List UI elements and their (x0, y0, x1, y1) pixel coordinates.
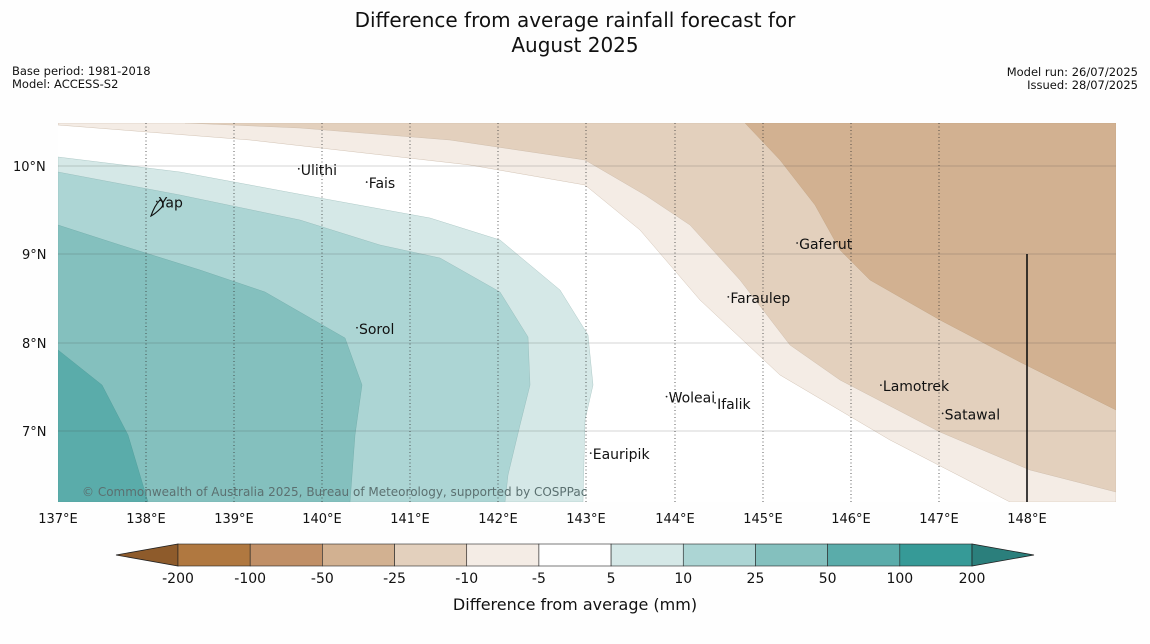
place-marker-ifalik (714, 401, 716, 404)
place-label-eauripik: Eauripik (593, 447, 651, 463)
colorbar-tick-label: 10 (674, 571, 692, 587)
x-tick-141e: 141°E (390, 512, 430, 527)
base-period-text: Base period: 1981-2018 (12, 64, 151, 78)
model-text: Model: ACCESS-S2 (12, 77, 119, 91)
place-label-ulithi: Ulithi (301, 163, 337, 179)
colorbar-tick-label: -5 (532, 571, 546, 587)
x-tick-143e: 143°E (566, 512, 606, 527)
yap-island-outline (149, 199, 164, 218)
place-marker-sorol (356, 326, 358, 329)
place-labels: Ulithi Fais Yap Gaferut Faraulep Sorol Lamotre… (155, 163, 1000, 463)
x-tick-148e: 148°E (1007, 512, 1047, 527)
place-label-sorol: Sorol (359, 322, 394, 338)
place-marker-fais (365, 181, 368, 183)
colorbar-box-4 (466, 543, 540, 567)
meta-right: Model run: 26/07/2025 Issued: 28/07/2025 (1007, 66, 1138, 92)
y-tick-8n: 8°N (22, 337, 47, 352)
colorbar-tick-label: 200 (959, 571, 986, 587)
place-marker-yap (155, 200, 158, 203)
colorbar-box-10 (899, 543, 973, 567)
colorbar-box-3 (394, 543, 468, 567)
colorbar-extend-low (115, 543, 179, 567)
colorbar-extend-high (971, 543, 1035, 567)
colorbar-box-0 (177, 543, 251, 567)
colorbar-tick-label: -25 (383, 571, 406, 587)
place-marker-gaferut (796, 242, 799, 244)
chart-title: Difference from average rainfall forecas… (0, 8, 1150, 58)
place-marker-eauripik (589, 452, 592, 455)
copyright-text: © Commonwealth of Australia 2025, Bureau… (82, 485, 587, 499)
place-marker-woleai (665, 395, 668, 398)
x-tick-144e: 144°E (655, 512, 695, 527)
colorbar-tick-label: -50 (311, 571, 334, 587)
colorbar-box-6 (610, 543, 684, 567)
colorbar-label: Difference from average (mm) (453, 595, 697, 614)
x-tick-142e: 142°E (478, 512, 518, 527)
colorbar-box-8 (755, 543, 828, 567)
place-label-woleai: Woleai (669, 391, 716, 407)
colorbar-tick-label: 50 (819, 571, 837, 587)
y-tick-labels: 10°N 9°N 8°N 7°N (13, 160, 47, 440)
place-label-gaferut: Gaferut (799, 237, 853, 253)
band-minus-25 (744, 123, 1116, 411)
meridians (145, 123, 940, 502)
colorbar-tick-label: 100 (886, 571, 913, 587)
place-label-yap: Yap (158, 196, 183, 212)
title-line-2: August 2025 (511, 33, 639, 57)
title-line-1: Difference from average rainfall forecas… (354, 8, 796, 32)
x-tick-145e: 145°E (743, 512, 783, 527)
place-marker-lamotrek (880, 384, 882, 387)
y-tick-7n: 7°N (22, 425, 47, 440)
y-tick-9n: 9°N (22, 248, 47, 263)
colorbar-tick-label: -10 (455, 571, 478, 587)
place-label-faraulep: Faraulep (730, 291, 790, 307)
colorbar-box-9 (827, 543, 901, 567)
x-tick-139e: 139°E (214, 512, 254, 527)
model-run-text: Model run: 26/07/2025 (1006, 65, 1138, 79)
x-tick-146e: 146°E (831, 512, 871, 527)
band-plus-25 (58, 224, 363, 502)
issued-text: Issued: 28/07/2025 (1027, 78, 1138, 92)
colorbar: -200 -100 -50 -25 -10 -5 5 10 25 50 100 200 (115, 543, 1035, 587)
map-area: Ulithi Fais Yap Gaferut Faraulep Sorol Lamotre… (58, 123, 1116, 502)
colorbar-box-2 (322, 543, 395, 567)
colorbar-box-7 (682, 543, 756, 567)
place-label-fais: Fais (369, 176, 396, 192)
colorbar-tick-label: -100 (234, 571, 266, 587)
colorbar-box-5 (538, 543, 612, 567)
colorbar-tick-label: -200 (162, 571, 194, 587)
x-tick-labels: 137°E 138°E 139°E 140°E 141°E 142°E 143°… (38, 512, 1047, 527)
x-tick-140e: 140°E (302, 512, 342, 527)
place-marker-ulithi (297, 167, 300, 170)
place-label-satawal: Satawal (945, 407, 1000, 423)
x-tick-138e: 138°E (126, 512, 166, 527)
meta-left: Base period: 1981-2018 Model: ACCESS-S2 (12, 65, 151, 91)
colorbar-tick-label: 5 (607, 571, 616, 587)
x-tick-147e: 147°E (919, 512, 959, 527)
band-plus-50 (58, 349, 149, 502)
place-label-ifalik: Ifalik (717, 397, 751, 413)
y-tick-10n: 10°N (13, 160, 46, 175)
place-label-lamotrek: Lamotrek (883, 379, 950, 395)
x-tick-137e: 137°E (38, 512, 78, 527)
colorbar-box-1 (249, 543, 323, 567)
place-marker-satawal (941, 412, 944, 415)
place-marker-faraulep (727, 295, 730, 298)
colorbar-tick-label: 25 (747, 571, 765, 587)
